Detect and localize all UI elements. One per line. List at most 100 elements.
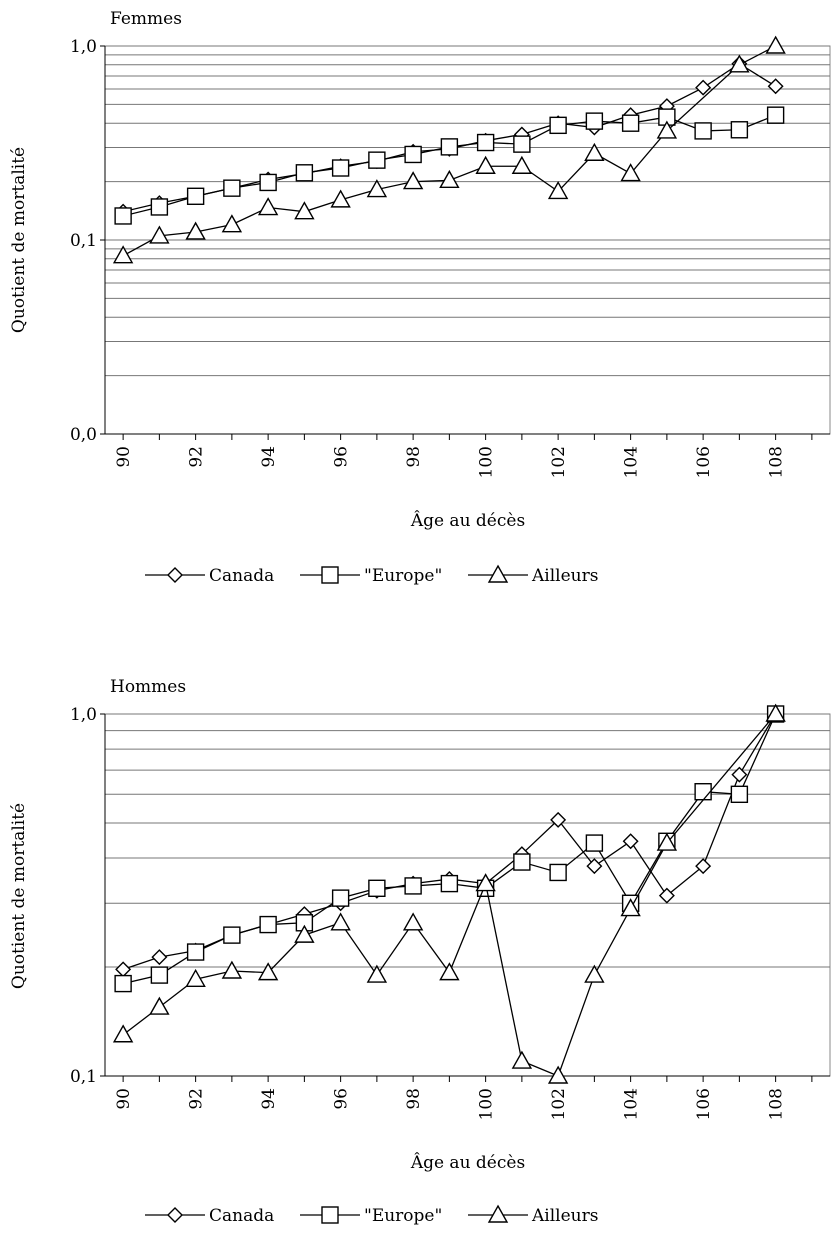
series-triangle [112, 703, 786, 1084]
data-point-triangle [620, 163, 641, 182]
x-tick-label: 108 [767, 1088, 787, 1120]
series-line [122, 114, 776, 217]
data-point-triangle [656, 120, 678, 139]
y-tick-labels: 0,0 0,1 1,0 [70, 37, 105, 445]
y-tick-label: 1,0 [70, 705, 97, 725]
y-axis-label: Quotient de mortalité [9, 803, 29, 989]
data-point-triangle [547, 1065, 569, 1084]
data-point-square [585, 834, 604, 852]
x-axis-label: Âge au décès [410, 510, 525, 531]
data-point-square [404, 145, 422, 164]
data-point-square [150, 198, 169, 216]
series-line [122, 713, 777, 971]
data-point-triangle [294, 924, 315, 943]
data-point-diamond [586, 858, 603, 875]
data-point-diamond [695, 79, 712, 96]
data-point-square [331, 159, 350, 177]
y-tick-label: 0,1 [70, 231, 97, 251]
legend: Canada "Europe" Ailleurs [145, 564, 598, 586]
data-point-square [295, 164, 314, 182]
data-point-square [476, 133, 495, 152]
data-point-triangle [257, 197, 279, 216]
chart-femmes: Femmes 0,0 0,1 1,0 90 92 94 96 98 100 102 104 106 1… [9, 9, 831, 586]
x-tick-label: 94 [259, 1088, 279, 1110]
data-point-triangle [185, 221, 206, 240]
data-point-triangle [294, 201, 315, 220]
data-point-square [549, 863, 567, 882]
x-tick-labels: 90 92 94 96 98 100 102 104 106 108 [114, 434, 813, 478]
x-tick-label: 100 [477, 446, 497, 478]
x-tick-label: 92 [187, 446, 207, 468]
x-tick-label: 102 [549, 446, 569, 478]
x-tick-label: 96 [332, 1088, 352, 1110]
x-tick-label: 104 [622, 1088, 642, 1120]
data-point-square [585, 112, 604, 130]
chart-title: Hommes [110, 677, 186, 697]
series-line [122, 713, 777, 1077]
legend-label: Ailleurs [531, 566, 598, 586]
legend-marker-square [321, 566, 339, 584]
series-square [114, 106, 785, 225]
series-diamond [115, 706, 784, 978]
data-point-triangle [149, 996, 170, 1015]
data-point-triangle [330, 912, 351, 931]
data-point-triangle [112, 1024, 134, 1043]
data-point-square [150, 966, 169, 984]
data-point-diamond [550, 811, 567, 828]
data-point-square [440, 874, 459, 893]
y-tick-labels: 0,1 1,0 [70, 705, 105, 1087]
y-tick-label: 0,1 [70, 1067, 97, 1087]
data-point-triangle [402, 171, 424, 190]
series-triangle [112, 35, 786, 264]
data-point-square [730, 785, 749, 804]
data-point-triangle [511, 155, 533, 174]
legend-label: "Europe" [364, 1206, 442, 1226]
x-tick-label: 106 [694, 1088, 714, 1120]
data-point-square [694, 783, 712, 801]
data-point-square [766, 106, 785, 124]
data-point-square [694, 122, 712, 140]
legend-label: "Europe" [364, 566, 442, 586]
x-tick-label: 98 [404, 1088, 424, 1110]
data-point-triangle [656, 832, 678, 851]
plot-area [104, 713, 831, 1077]
data-point-square [223, 926, 241, 944]
series-group [112, 35, 786, 264]
data-point-square [404, 877, 422, 895]
x-tick-label: 104 [622, 446, 642, 478]
x-tick-label: 94 [259, 446, 279, 468]
legend-marker-diamond [167, 1207, 183, 1223]
data-point-diamond [695, 858, 712, 875]
data-point-triangle [765, 35, 786, 54]
data-point-square [513, 853, 531, 871]
y-axis-label: Quotient de mortalité [9, 147, 29, 333]
series-diamond [115, 55, 784, 220]
x-tick-label: 100 [477, 1088, 497, 1120]
legend-label: Canada [209, 1206, 274, 1226]
chart-hommes: Hommes 0,11,0 90 92 94 96 98 100 102 104 106 108 … [9, 677, 831, 1226]
chart-title: Femmes [110, 9, 182, 29]
data-point-triangle [402, 912, 424, 931]
x-tick-label: 90 [114, 446, 134, 468]
data-point-square [186, 943, 205, 961]
data-point-triangle [149, 225, 170, 244]
x-tick-label: 90 [114, 1088, 134, 1110]
data-point-square [368, 879, 386, 897]
legend-marker-triangle [487, 564, 509, 583]
data-point-triangle [729, 54, 750, 73]
data-point-triangle [584, 964, 605, 983]
data-point-square [549, 116, 567, 135]
data-point-square [368, 151, 386, 169]
gridlines [105, 45, 830, 377]
data-point-triangle [330, 189, 351, 208]
data-point-triangle [475, 155, 496, 174]
data-point-square [114, 974, 132, 993]
x-tick-label: 96 [332, 446, 352, 468]
legend: Canada "Europe" Ailleurs [145, 1204, 598, 1226]
data-point-triangle [439, 169, 460, 189]
data-point-triangle [620, 898, 641, 917]
x-tick-label: 92 [187, 1088, 207, 1110]
data-point-square [223, 179, 241, 197]
data-point-triangle [511, 1050, 533, 1069]
